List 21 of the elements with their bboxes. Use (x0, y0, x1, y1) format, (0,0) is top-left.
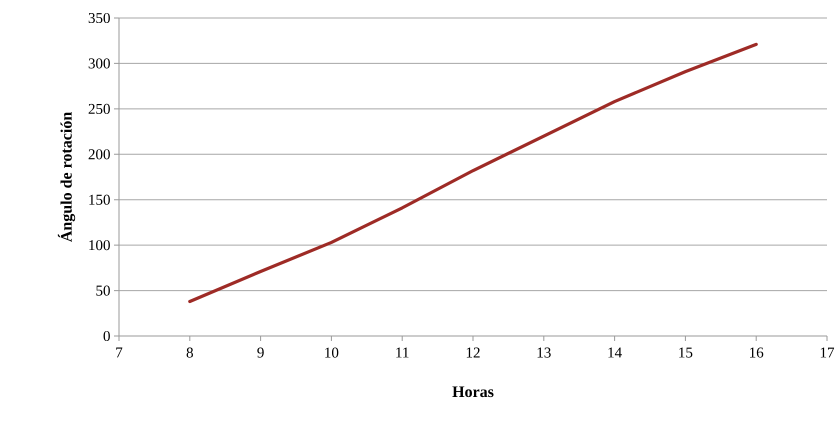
x-tick-label: 11 (396, 348, 409, 358)
y-tick-label: 200 (88, 149, 110, 160)
x-tick-label: 12 (466, 348, 480, 358)
x-tick-label: 15 (679, 348, 692, 358)
y-tick-label: 50 (96, 286, 110, 296)
x-tick-label: 17 (820, 348, 834, 358)
x-tick-label: 16 (750, 348, 764, 358)
x-tick-label: 7 (116, 348, 122, 358)
y-tick-label: 350 (88, 12, 110, 24)
x-tick-label: 9 (257, 348, 264, 358)
x-tick-label: 10 (325, 348, 338, 358)
x-tick-label: 13 (538, 348, 551, 358)
x-axis-title: Horas (452, 386, 494, 398)
y-tick-label: 0 (104, 330, 110, 342)
y-tick-label: 300 (88, 58, 110, 68)
x-tick-label: 14 (608, 348, 622, 358)
y-tick-label: 250 (88, 104, 110, 114)
x-tick-label: 8 (186, 348, 193, 358)
y-tick-label: 100 (89, 240, 110, 250)
y-tick-label: 150 (89, 194, 110, 205)
y-axis-title: Ángulo de rotación (58, 112, 76, 242)
